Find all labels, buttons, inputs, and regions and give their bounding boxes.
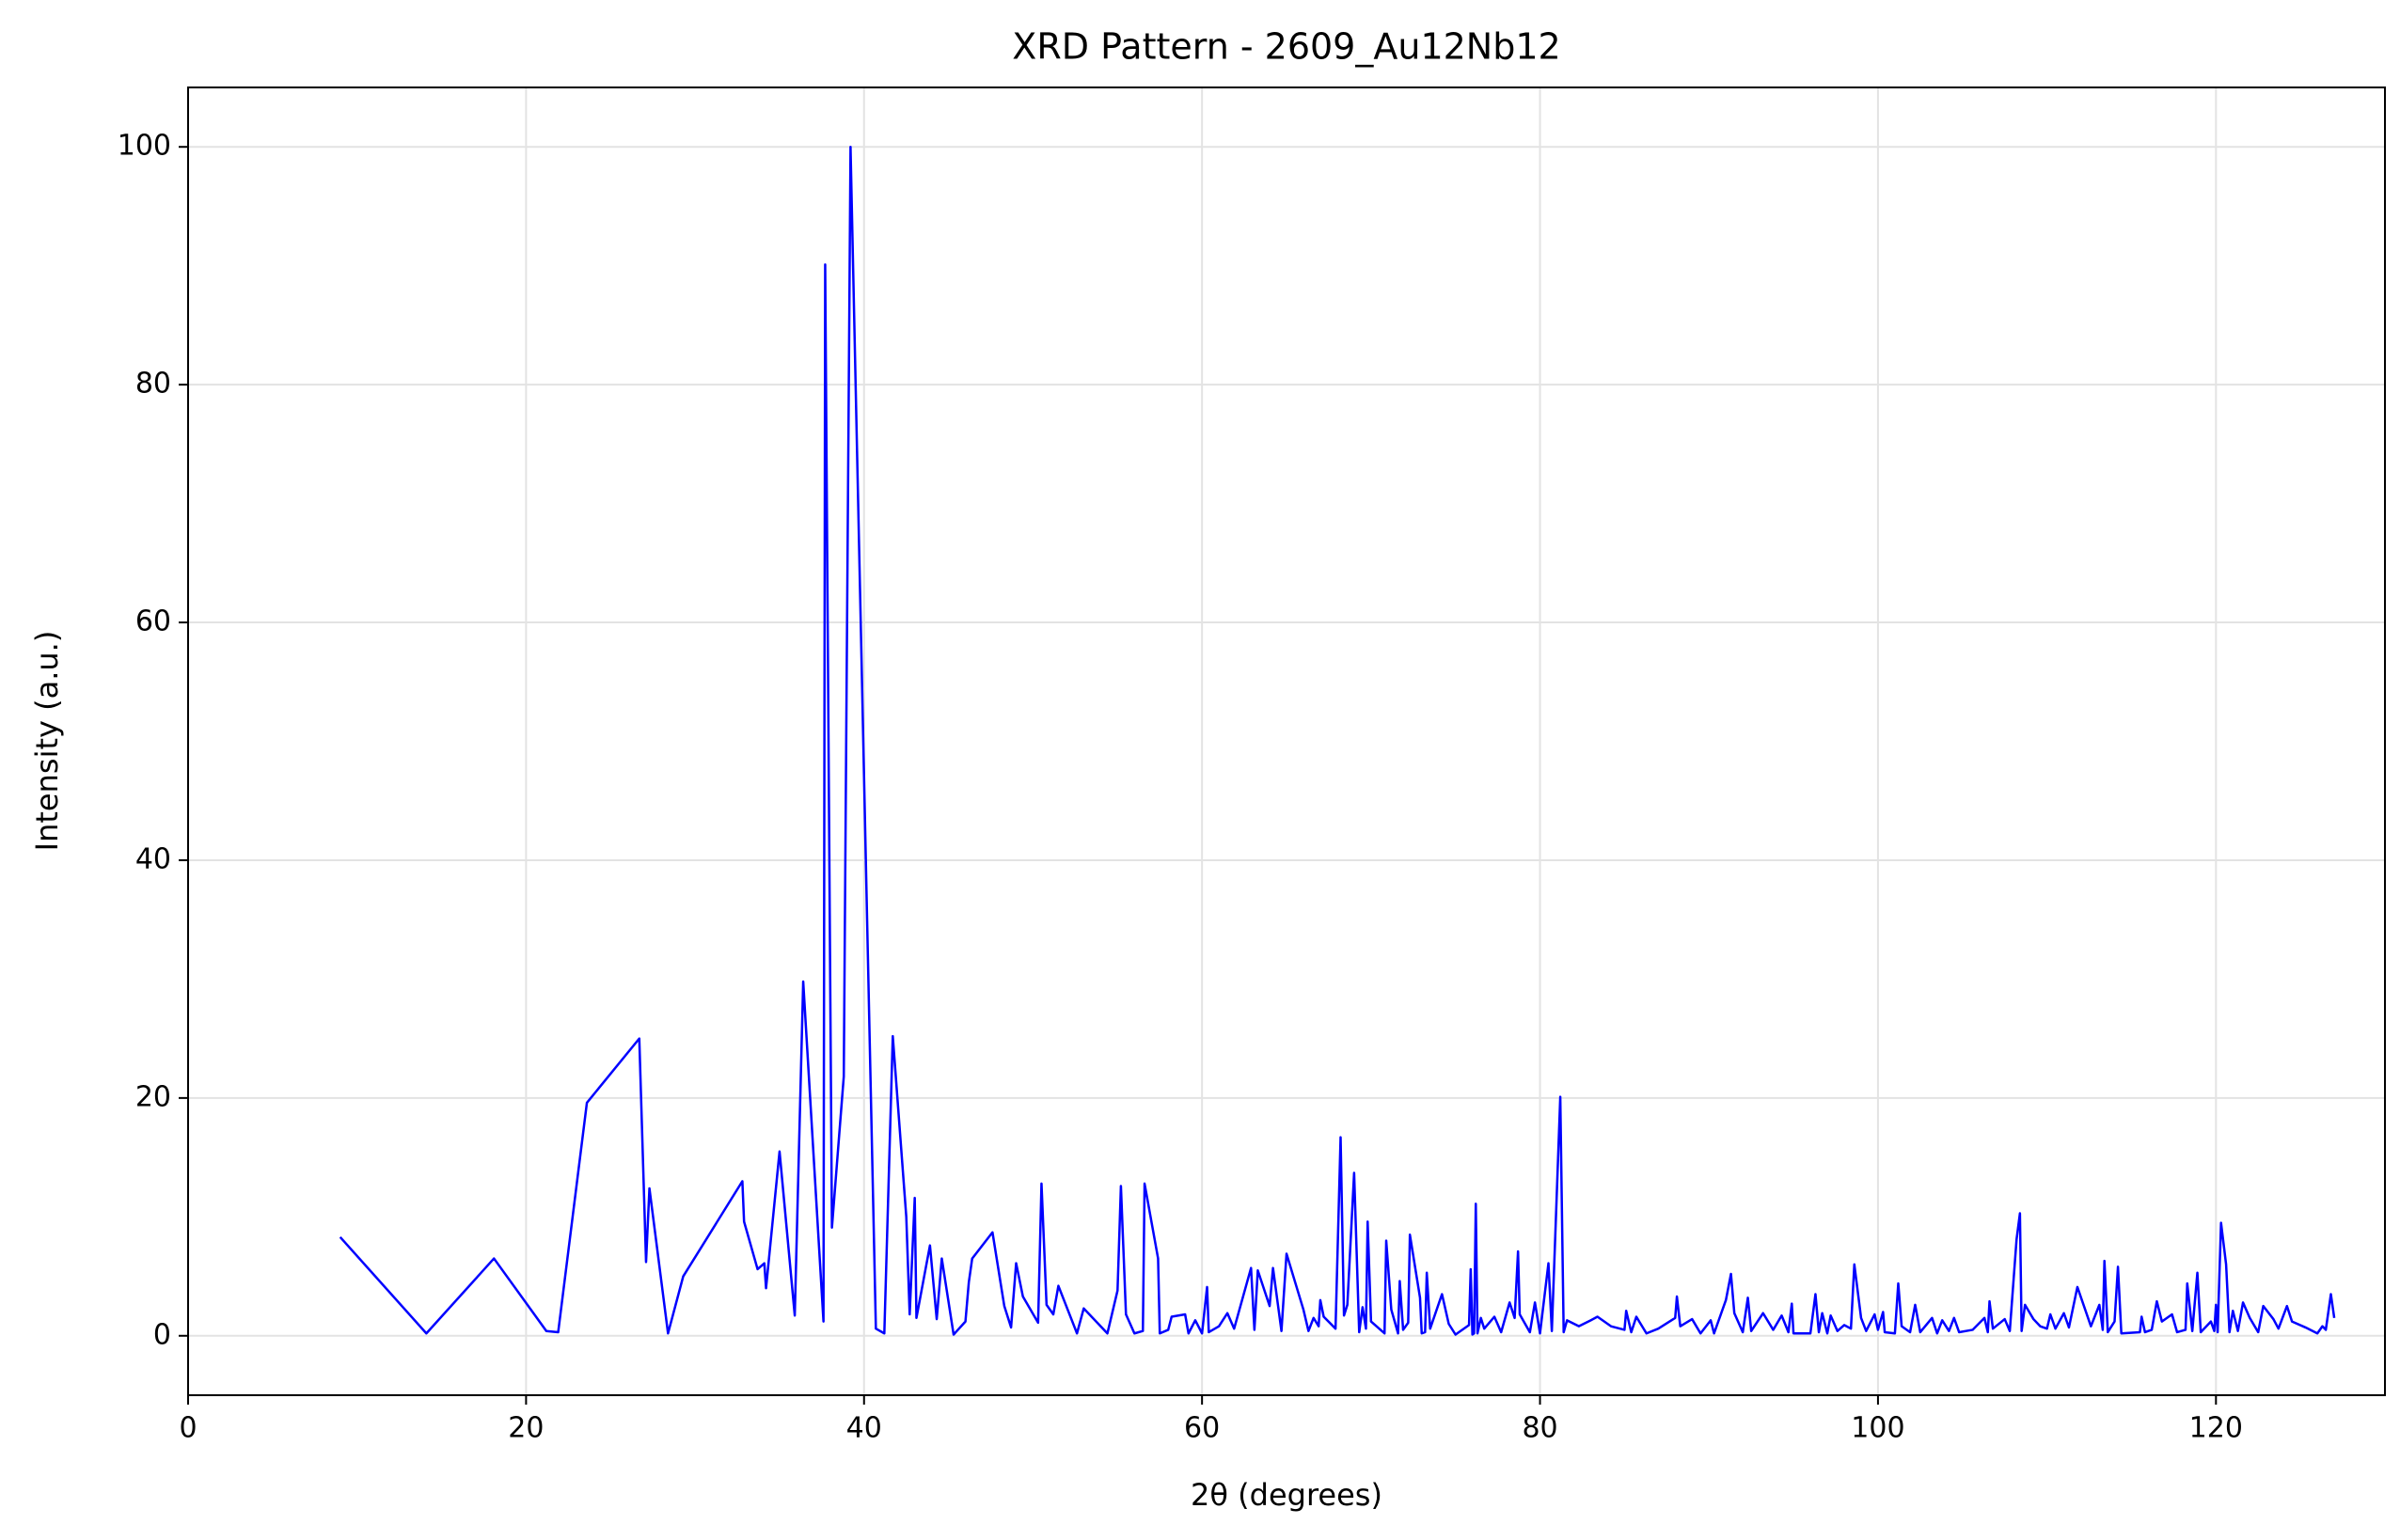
y-tick-label: 40 bbox=[135, 842, 171, 875]
y-tick-label: 100 bbox=[118, 130, 171, 163]
x-tick-label: 100 bbox=[1851, 1412, 1904, 1445]
x-tick-label: 20 bbox=[508, 1412, 544, 1445]
x-tick-label: 80 bbox=[1522, 1412, 1557, 1445]
y-tick-label: 60 bbox=[135, 605, 171, 638]
x-tick-label: 60 bbox=[1184, 1412, 1220, 1445]
plot-frame bbox=[187, 86, 2386, 1396]
y-tick-label: 20 bbox=[135, 1080, 171, 1113]
x-tick-label: 0 bbox=[179, 1412, 197, 1445]
chart-title: XRD Pattern - 2609_Au12Nb12 bbox=[1012, 26, 1560, 68]
data-line bbox=[339, 145, 2336, 1336]
x-tick-label: 120 bbox=[2189, 1412, 2243, 1445]
y-axis-label: Intensity (a.u.) bbox=[29, 631, 65, 852]
x-axis-label: 2θ (degrees) bbox=[1191, 1477, 1382, 1513]
x-tick-label: 40 bbox=[846, 1412, 882, 1445]
y-tick-label: 80 bbox=[135, 368, 171, 401]
y-tick-label: 0 bbox=[153, 1318, 171, 1351]
